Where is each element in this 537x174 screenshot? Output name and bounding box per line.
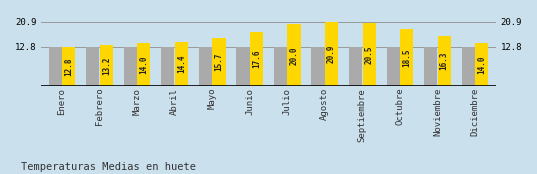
Bar <box>161 47 175 86</box>
Text: Temperaturas Medias en huete: Temperaturas Medias en huete <box>21 162 197 172</box>
Bar <box>424 47 437 86</box>
Bar <box>212 38 226 86</box>
Bar <box>349 47 362 86</box>
Text: 20.9: 20.9 <box>327 45 336 63</box>
Bar <box>199 47 212 86</box>
Bar <box>49 47 62 86</box>
Bar <box>137 43 150 86</box>
Bar <box>400 29 413 86</box>
Bar <box>311 47 325 86</box>
Bar <box>175 42 188 86</box>
Bar <box>475 43 488 86</box>
Bar <box>462 47 475 86</box>
Bar <box>274 47 287 86</box>
Bar <box>124 47 137 86</box>
Bar <box>287 24 301 86</box>
Bar <box>236 47 250 86</box>
Text: 18.5: 18.5 <box>402 49 411 67</box>
Text: 14.4: 14.4 <box>177 55 186 73</box>
Text: 20.0: 20.0 <box>289 46 299 65</box>
Bar <box>387 47 400 86</box>
Bar <box>100 45 113 86</box>
Bar <box>438 36 451 86</box>
Bar <box>362 23 376 86</box>
Bar <box>325 22 338 86</box>
Text: 14.0: 14.0 <box>140 56 148 74</box>
Text: 16.3: 16.3 <box>440 52 449 70</box>
Text: 17.6: 17.6 <box>252 50 261 68</box>
Text: 20.5: 20.5 <box>365 45 374 64</box>
Bar <box>250 32 263 86</box>
Bar <box>62 47 75 86</box>
Text: 13.2: 13.2 <box>102 57 111 75</box>
Bar <box>86 47 99 86</box>
Text: 12.8: 12.8 <box>64 57 73 76</box>
Text: 14.0: 14.0 <box>477 56 486 74</box>
Text: 15.7: 15.7 <box>214 53 223 71</box>
